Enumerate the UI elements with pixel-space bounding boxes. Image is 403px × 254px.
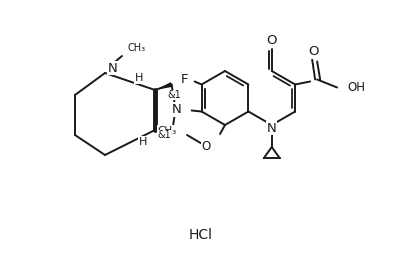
Text: N: N [267,121,276,135]
Text: CH₃: CH₃ [128,43,146,53]
Text: HCl: HCl [189,228,213,242]
Text: O: O [266,35,277,47]
Text: N: N [108,61,118,74]
Text: CH₃: CH₃ [158,126,177,136]
Polygon shape [155,130,172,137]
Text: O: O [308,45,318,58]
Text: O: O [202,139,211,152]
Text: H: H [139,137,147,147]
Text: &1: &1 [167,90,181,100]
Text: &1: &1 [157,130,171,140]
Text: N: N [172,103,182,116]
Text: F: F [181,73,188,86]
Text: H: H [135,73,143,83]
Polygon shape [155,82,172,90]
Text: OH: OH [347,81,365,94]
